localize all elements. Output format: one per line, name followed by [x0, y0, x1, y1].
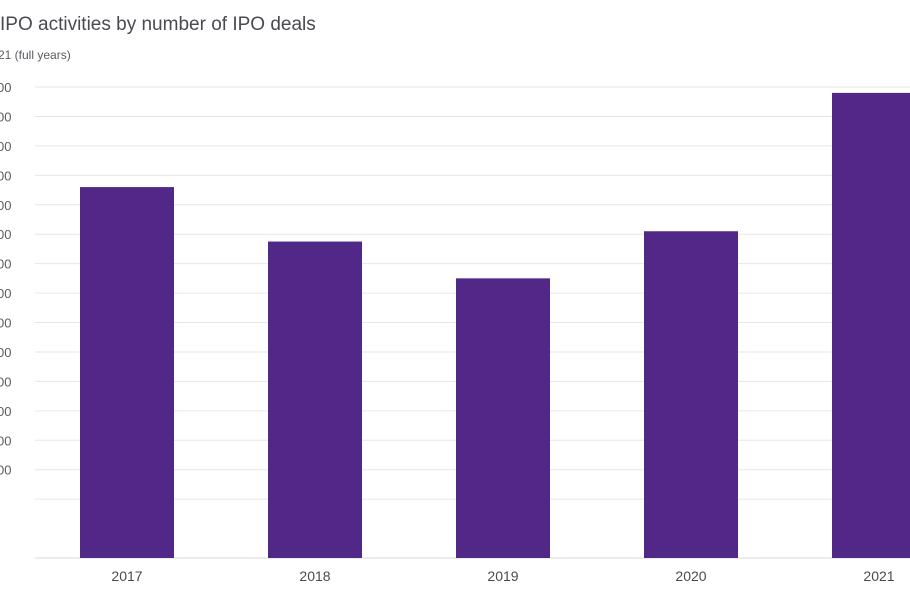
y-tick-label: 00	[0, 109, 11, 124]
y-tick-label: 00	[0, 286, 11, 301]
y-tick-label: 00	[0, 168, 11, 183]
y-tick-label: 00	[0, 316, 11, 331]
y-tick-label: 00	[0, 345, 11, 360]
y-tick-label: 00	[0, 374, 11, 389]
x-tick-label: 2021	[863, 568, 894, 584]
x-tick-label: 2020	[675, 568, 706, 584]
chart-title: IPO activities by number of IPO deals	[0, 14, 316, 35]
y-tick-label: 00	[0, 257, 11, 272]
y-tick-label: 00	[0, 227, 11, 242]
bar-2020	[644, 231, 738, 558]
y-tick-label: 00	[0, 463, 11, 478]
x-axis-ticks: 2017 2018 2019 2020 2021	[111, 568, 894, 584]
y-tick-label: 00	[0, 139, 11, 154]
chart-subtitle: 21 (full years)	[0, 48, 71, 62]
y-tick-label: 00	[0, 198, 11, 213]
y-tick-label: 00	[0, 80, 11, 95]
x-tick-label: 2017	[111, 568, 142, 584]
bar-2017	[80, 187, 174, 558]
x-tick-label: 2018	[299, 568, 330, 584]
bar-2021	[832, 92, 910, 558]
bar-2018	[268, 241, 362, 558]
y-tick-label: 00	[0, 433, 11, 448]
y-axis-ticks: 00 00 00 00 00 00 00 00 00 00 00 00 00 00	[0, 80, 11, 478]
gridlines	[35, 86, 910, 559]
bar-2019	[456, 278, 550, 558]
x-tick-label: 2019	[487, 568, 518, 584]
y-tick-label: 00	[0, 404, 11, 419]
bars	[80, 92, 910, 558]
